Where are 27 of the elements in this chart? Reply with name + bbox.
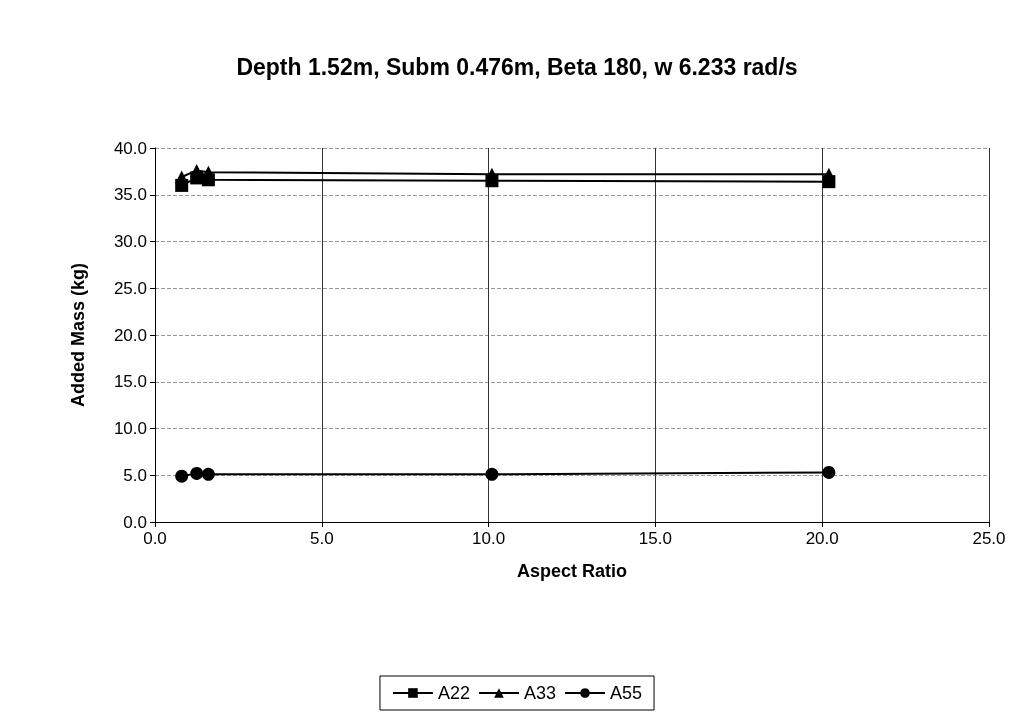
- y-tick-label: 30.0: [113, 232, 147, 251]
- y-tick-label: 10.0: [113, 419, 147, 438]
- y-tick-label: 35.0: [113, 185, 147, 205]
- point: [190, 466, 204, 480]
- point: [175, 170, 189, 184]
- point: [485, 467, 499, 481]
- x-tick-label: 25.0: [972, 529, 1006, 548]
- point: [201, 467, 215, 481]
- x-tick-label: 0.0: [143, 529, 167, 548]
- y-tick-label: 20.0: [113, 325, 147, 345]
- legend-label: A55: [610, 683, 643, 703]
- x-axis-title: Aspect Ratio: [516, 561, 628, 581]
- x-tick-label: 20.0: [805, 529, 839, 548]
- x-tick-label: 15.0: [638, 529, 672, 548]
- y-tick-label: 40.0: [113, 138, 147, 158]
- y-tick-label: 15.0: [113, 372, 147, 392]
- x-tick-label: 10.0: [472, 529, 506, 548]
- point: [822, 465, 836, 479]
- y-axis-title: Added Mass (kg): [68, 262, 88, 408]
- y-tick-label: 5.0: [123, 465, 147, 485]
- point: [175, 469, 189, 483]
- y-tick-label: 25.0: [113, 278, 147, 298]
- x-tick-label: 5.0: [309, 529, 334, 548]
- chart-title: Depth 1.52m, Subm 0.476m, Beta 180, w 6.233 rad/s: [236, 53, 798, 80]
- legend-label: A33: [523, 683, 557, 703]
- legend-label: A22: [437, 683, 470, 703]
- y-tick-label: 0.0: [123, 512, 147, 532]
